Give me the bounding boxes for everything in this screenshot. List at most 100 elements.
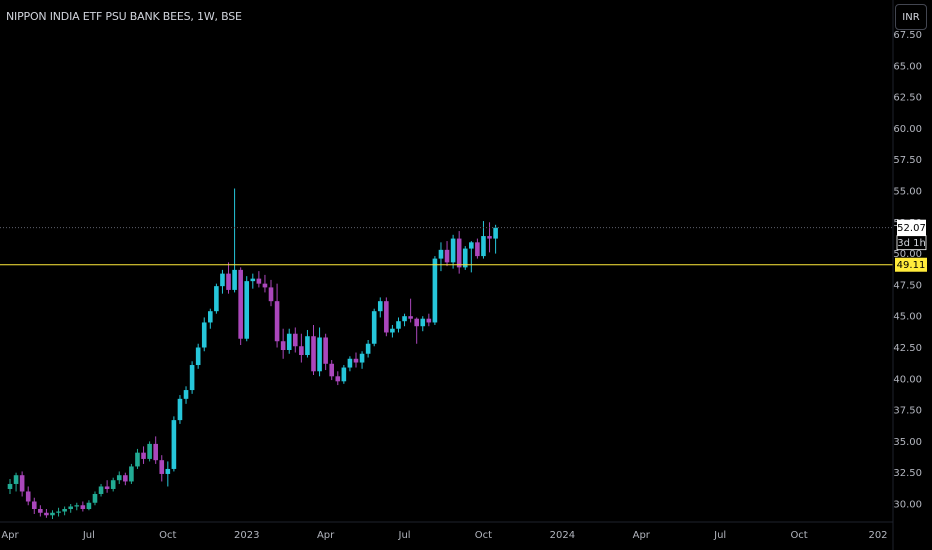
candle xyxy=(299,333,304,363)
candle-body xyxy=(98,486,104,494)
candle xyxy=(268,279,274,307)
candle-body xyxy=(402,316,407,322)
candle xyxy=(317,327,322,377)
candle xyxy=(25,486,31,506)
candle xyxy=(371,308,377,347)
candle-body xyxy=(141,452,146,459)
candle-body xyxy=(347,358,353,368)
candle-body xyxy=(183,390,189,399)
candle-body xyxy=(232,269,237,290)
price-tick-label: 35.00 xyxy=(893,437,922,448)
countdown-label: 3d 1h xyxy=(896,235,927,251)
time-tick-label: Oct xyxy=(159,530,176,541)
candle-body xyxy=(353,358,359,363)
candle xyxy=(86,500,92,511)
candle xyxy=(177,395,183,424)
candle xyxy=(141,446,146,464)
candle-body xyxy=(475,242,480,257)
time-tick-label: Apr xyxy=(317,530,335,541)
candle-body xyxy=(153,443,158,461)
price-tick-label: 47.50 xyxy=(893,280,922,291)
candle-body xyxy=(335,376,341,382)
candle-body xyxy=(414,318,419,327)
currency-button[interactable]: INR xyxy=(895,4,927,30)
candle-body xyxy=(256,278,262,284)
candle xyxy=(359,351,365,369)
candle-body xyxy=(159,460,165,474)
time-tick-label: 2024 xyxy=(550,530,575,541)
candle-body xyxy=(135,452,140,467)
candle xyxy=(341,365,347,384)
candle xyxy=(74,502,80,511)
last-price-label: 52.07 xyxy=(897,219,926,236)
candle xyxy=(408,298,413,323)
candle xyxy=(305,329,310,358)
price-tick-label: 60.00 xyxy=(893,124,922,135)
candle xyxy=(414,317,419,344)
candle-body xyxy=(299,346,304,356)
candle xyxy=(347,356,353,372)
candle-body xyxy=(493,227,498,239)
candle-body xyxy=(50,512,55,516)
candle xyxy=(438,242,444,272)
candle-body xyxy=(292,333,298,347)
candle-body xyxy=(214,286,219,312)
time-tick-label: Jul xyxy=(82,530,95,541)
candle-body xyxy=(426,318,432,323)
candle-body xyxy=(262,283,268,288)
candle xyxy=(390,324,395,338)
candle-body xyxy=(74,505,80,507)
candle xyxy=(189,361,195,394)
candles-layer xyxy=(7,188,498,520)
candle-body xyxy=(110,480,116,489)
candle xyxy=(183,386,189,404)
candle-body xyxy=(44,512,49,516)
candle xyxy=(353,352,359,368)
time-tick-label: Apr xyxy=(1,530,19,541)
candle-body xyxy=(226,273,231,290)
time-tick-label: Jul xyxy=(398,530,411,541)
chart-title: NIPPON INDIA ETF PSU BANK BEES, 1W, BSE xyxy=(6,10,242,23)
candle-body xyxy=(19,475,25,492)
candle xyxy=(432,256,438,325)
price-tick-label: 50.00 xyxy=(893,249,922,260)
countdown-value: 3d 1h xyxy=(897,238,926,249)
candle xyxy=(19,471,25,497)
candle xyxy=(195,343,201,369)
candle-body xyxy=(432,258,438,323)
candle xyxy=(384,297,389,337)
candle-body xyxy=(62,509,67,512)
candle-body xyxy=(165,468,171,474)
candle xyxy=(481,221,486,259)
candle-body xyxy=(189,365,195,391)
candle-body xyxy=(147,443,152,459)
last-price-value: 52.07 xyxy=(897,223,926,234)
candle xyxy=(493,224,498,254)
candle xyxy=(274,283,280,348)
candle-body xyxy=(56,511,61,513)
price-tick-label: 67.50 xyxy=(893,30,922,41)
candle xyxy=(250,273,256,289)
candle-body xyxy=(280,341,286,351)
price-tick-label: 45.00 xyxy=(893,312,922,323)
candle xyxy=(62,506,67,516)
candle xyxy=(238,267,243,345)
candle xyxy=(232,188,237,293)
candle xyxy=(444,241,450,267)
candle xyxy=(244,276,250,342)
candle-body xyxy=(317,337,322,372)
candle xyxy=(286,328,292,354)
candle-body xyxy=(359,353,365,363)
candle-body xyxy=(365,343,371,354)
candle xyxy=(171,416,177,472)
candle-body xyxy=(311,336,316,372)
candle-body xyxy=(68,506,73,510)
candle xyxy=(226,262,231,294)
price-tick-label: 55.00 xyxy=(893,187,922,198)
candle-body xyxy=(195,347,201,366)
time-tick-label: Oct xyxy=(475,530,492,541)
candle-body xyxy=(462,248,468,268)
candle-body xyxy=(438,249,444,259)
candle-body xyxy=(323,337,328,364)
